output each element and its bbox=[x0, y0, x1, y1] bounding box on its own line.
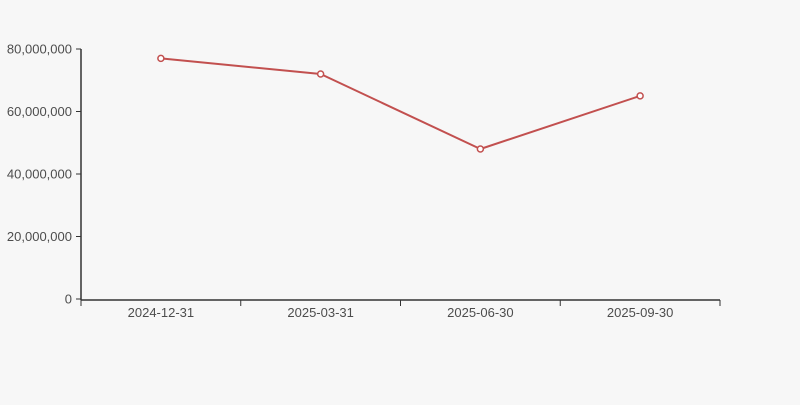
data-point-marker bbox=[157, 54, 165, 63]
y-axis-tick-label: 40,000,000 bbox=[7, 167, 72, 182]
y-axis-tick-label: 60,000,000 bbox=[7, 104, 72, 119]
y-axis-tick-label: 0 bbox=[65, 292, 72, 307]
x-axis-tick-label: 2024-12-31 bbox=[128, 305, 195, 320]
x-axis-tick-label: 2025-06-30 bbox=[447, 305, 514, 320]
y-axis-tick-label: 20,000,000 bbox=[7, 229, 72, 244]
x-axis-tick-label: 2025-09-30 bbox=[607, 305, 674, 320]
data-point-marker bbox=[636, 92, 644, 100]
line-series bbox=[159, 57, 642, 150]
y-axis-tick-label: 80,000,000 bbox=[7, 42, 72, 57]
x-axis-tick-label: 2025-03-31 bbox=[287, 305, 354, 320]
data-point-marker bbox=[476, 145, 485, 153]
data-point-marker bbox=[316, 70, 325, 78]
